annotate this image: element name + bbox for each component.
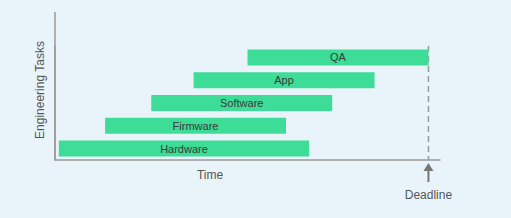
- svg-text:QA: QA: [330, 51, 347, 63]
- svg-text:Engineering Tasks: Engineering Tasks: [33, 41, 47, 139]
- svg-text:Deadline: Deadline: [405, 188, 453, 202]
- svg-text:App: App: [274, 74, 294, 86]
- svg-text:Firmware: Firmware: [173, 120, 219, 132]
- svg-text:Time: Time: [197, 168, 224, 182]
- svg-text:Software: Software: [220, 97, 263, 109]
- svg-text:Hardware: Hardware: [160, 143, 208, 155]
